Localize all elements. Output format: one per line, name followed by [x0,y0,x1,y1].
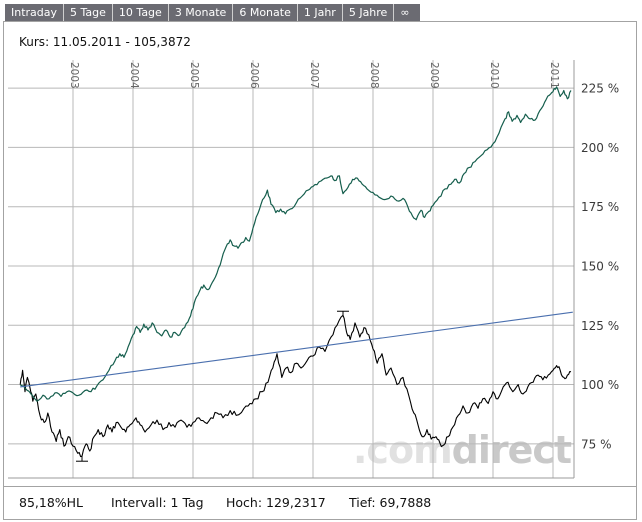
year-label: 2007 [308,62,320,89]
percent-label: 75 % [581,437,612,451]
low-label: Tief: 69,7888 [349,495,432,510]
tab-1-jahr[interactable]: 1 Jahr [298,4,343,21]
series-stock-percent [19,314,572,458]
tab-6-monate[interactable]: 6 Monate [233,4,298,21]
year-label: 2011 [548,62,560,89]
percent-label: 175 % [581,200,619,214]
year-label: 2006 [248,62,260,89]
percent-label: 150 % [581,259,619,273]
tab-5-jahre[interactable]: 5 Jahre [343,4,395,21]
series-trend-line [20,311,573,388]
series-benchmark [19,86,572,402]
year-label: 2008 [368,62,380,89]
interval-label: Intervall: 1 Tag [111,495,204,510]
tab-intraday[interactable]: Intraday [5,4,65,21]
high-label: Hoch: 129,2317 [226,495,326,510]
year-label: 2009 [428,62,440,89]
tab-[interactable]: ∞ [400,6,410,19]
range-percent-label: 85,18%HL [19,495,84,510]
percent-label: 200 % [581,141,619,155]
price-chart: .comdirect 2003 2004 2005 2006 2007 2008 2009 20… [8,60,619,479]
year-label: 2004 [128,62,140,89]
year-label: 2003 [68,62,80,89]
period-tabbar: Intraday 5 Tage 10 Tage 3 Monate 6 Monate 1 J… [5,4,420,21]
year-label: 2010 [488,62,500,89]
percent-label: 225 % [581,82,619,96]
year-label: 2005 [188,62,200,89]
chart-frame: .comdirect 2003 2004 2005 2006 2007 2008 2009 20… [3,21,637,520]
watermark-text: .comdirect [353,428,572,472]
percent-label: 125 % [581,319,619,333]
percent-label: 100 % [581,378,619,392]
chart-footer: 85,18%HL Intervall: 1 Tag Hoch: 129,2317… [4,486,636,519]
quote-line: Kurs: 11.05.2011 - 105,3872 [19,35,191,49]
tab-3-monate[interactable]: 3 Monate [169,4,234,21]
tab-5-tage[interactable]: 5 Tage [64,4,113,21]
tab-10-tage[interactable]: 10 Tage [113,4,169,21]
